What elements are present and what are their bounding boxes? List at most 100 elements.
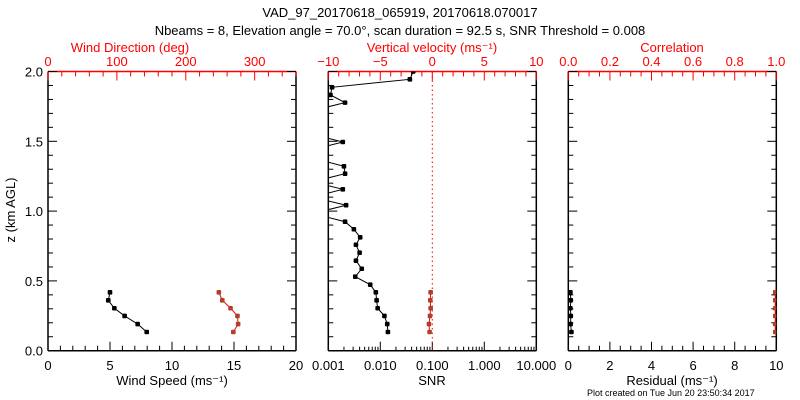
wind-speed-axis-title: Wind Speed (ms⁻¹) [116,373,228,388]
bottom-tick-label: 0.010 [364,358,397,373]
snr-point [328,92,333,98]
wind-direction-point [231,329,236,335]
vertical-velocity-axis-title: Vertical velocity (ms⁻¹) [367,40,497,55]
bottom-tick-label: 0.001 [312,358,345,373]
top-tick-label: 5 [481,54,488,69]
top-tick-label: −5 [373,54,388,69]
y-tick-label: 0.0 [25,344,43,359]
correlation-point [772,329,777,335]
snr-point [374,298,379,303]
bottom-tick-label: 10.000 [516,358,556,373]
plot-subtitle: Nbeams = 8, Elevation angle = 70.0°, sca… [155,23,646,38]
top-tick-label: 0.6 [684,54,702,69]
wind-speed-point [107,290,113,295]
top-tick-label: −10 [317,54,339,69]
wind-speed-point [122,313,127,319]
wind-direction-point [216,290,222,295]
snr-point [373,290,379,295]
residual-point [568,305,573,311]
y-tick-label: 1.5 [25,134,43,149]
vertical-velocity-point [427,329,432,335]
snr-point [353,242,359,248]
top-tick-label: 0.4 [642,54,660,69]
bottom-tick-label: 2 [606,358,613,373]
residual-axis-title: Residual (ms⁻¹) [626,373,717,388]
residual-point [568,313,574,319]
residual-point [568,298,574,303]
correlation-point [772,298,777,303]
wind-speed-point [135,321,140,327]
snr-point [375,305,380,311]
wind-speed-point [105,298,111,303]
correlation-point [772,290,777,295]
wind-speed-line [107,292,148,333]
vertical-velocity-point [428,290,433,295]
bottom-tick-label: 8 [731,358,738,373]
snr-point [310,115,315,120]
snr-point [329,84,335,90]
correlation-axis-title: Correlation [640,40,704,55]
snr-point [310,195,315,200]
snr-point [310,132,315,137]
wind-direction-point [235,321,241,327]
residual-point [569,329,574,335]
wind-speed-point [112,305,117,311]
correlation-point [772,321,777,327]
series-group [310,71,433,335]
bottom-tick-label: 10 [769,358,783,373]
top-tick-label: 0 [44,54,51,69]
vertical-velocity-point [427,313,433,319]
residual-point [568,321,573,327]
snr-point [310,179,315,184]
plot-created-footer: Plot created on Tue Jun 20 23:50:34 2017 [587,388,755,398]
snr-point [342,100,348,105]
snr-point [382,313,387,319]
wind-direction-point [219,298,225,303]
panel-snr: 0.001 0.010 0.100 1.000 10.000 −10 −5 0 5 10 [310,54,556,373]
y-tick-label: 2.0 [25,65,43,80]
bottom-tick-label: 0 [565,358,572,373]
bottom-tick-label: 10 [165,358,179,373]
snr-line [328,71,414,333]
snr-point [342,219,348,225]
bottom-tick-label: 4 [648,358,655,373]
y-tick-label: 0.5 [25,274,43,289]
snr-point [340,187,346,192]
plot-title: VAD_97_20170618_065919, 20170618.070017 [262,5,537,20]
wind-direction-point [235,313,240,319]
snr-point [341,163,347,169]
snr-point [353,258,359,263]
bottom-tick-label: 0.100 [416,358,449,373]
correlation-point [772,305,777,311]
snr-point [384,321,390,327]
snr-point [357,250,362,256]
snr-point [352,274,358,280]
snr-point [340,139,346,145]
vertical-velocity-point [426,321,432,327]
top-tick-label: 10 [529,54,543,69]
snr-point [310,211,315,216]
top-tick-label: 0.8 [726,54,744,69]
snr-point [385,329,391,335]
bottom-tick-label: 6 [689,358,696,373]
bottom-tick-label: 20 [289,358,303,373]
snr-point [410,71,416,74]
snr-point [357,235,363,240]
series-group [105,290,241,335]
bottom-tick-label: 1.000 [468,358,501,373]
bottom-tick-label: 15 [227,358,241,373]
top-tick-label: 200 [175,54,197,69]
snr-point [310,147,315,152]
vertical-velocity-point [428,305,433,311]
bottom-tick-label: 0 [44,358,51,373]
top-tick-label: 1.0 [767,54,785,69]
residual-point [568,290,573,295]
series-group [568,290,777,335]
top-tick-label: 300 [244,54,266,69]
snr-point [342,171,348,176]
snr-point [310,108,315,113]
snr-point [351,226,357,232]
vertical-velocity-point [428,298,433,303]
